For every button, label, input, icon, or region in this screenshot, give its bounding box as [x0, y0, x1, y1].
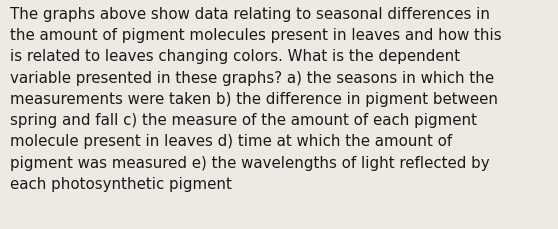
- Text: The graphs above show data relating to seasonal differences in
the amount of pig: The graphs above show data relating to s…: [10, 7, 502, 191]
